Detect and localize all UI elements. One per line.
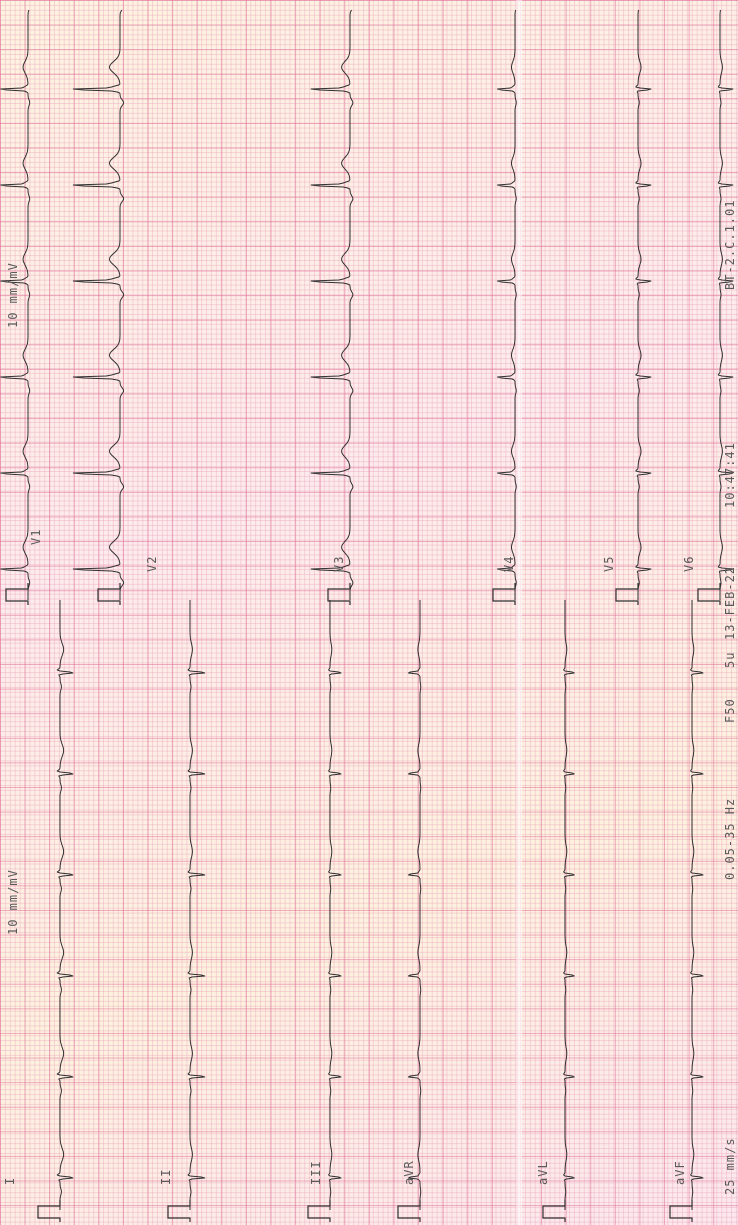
trace-i: [56, 600, 74, 1210]
lead-label-v5: V5: [602, 556, 616, 572]
lead-label-avr: aVR: [402, 1160, 416, 1185]
calibration-pulse-avf: [669, 1200, 693, 1222]
software-version-label: BT-2.C.1.01: [723, 200, 737, 290]
trace-avf: [690, 600, 704, 1210]
calibration-pulse-ii: [167, 1200, 191, 1222]
lead-label-v3: V3: [332, 556, 346, 572]
record-time-label: 10:47:41: [723, 442, 737, 508]
record-date-label: 13-FEB-22: [723, 566, 737, 640]
paper-fold-crease: [516, 0, 522, 1225]
lead-label-iii: III: [309, 1160, 323, 1185]
lead-label-v4: V4: [502, 556, 516, 572]
labels-layer: 10 mm/mV 10 mm/mV V1 V2 V3 V4 V5 V6 I II…: [3, 200, 737, 1195]
lead-label-i: I: [3, 1177, 17, 1185]
calibration-pulse-iii: [307, 1200, 331, 1222]
lead-label-v2: V2: [145, 556, 159, 572]
trace-avr: [408, 600, 422, 1210]
lead-label-avf: aVF: [673, 1160, 687, 1185]
lead-label-v6: V6: [682, 556, 696, 572]
calibration-pulse-avl: [542, 1200, 566, 1222]
trace-ii: [187, 600, 206, 1210]
calibration-pulse-v3: [327, 583, 351, 605]
trace-v5: [635, 9, 652, 600]
trace-v3: [310, 9, 354, 600]
mains-filter-label: F50: [723, 698, 737, 723]
calibration-pulse-v1: [5, 583, 29, 605]
calibration-pulse-v4: [492, 583, 516, 605]
lead-label-avl: aVL: [536, 1160, 550, 1185]
device-code-label: 5u: [723, 652, 737, 668]
calibration-pulse-v2: [97, 583, 121, 605]
trace-iii: [328, 600, 342, 1210]
calibration-pulse-v6: [697, 583, 721, 605]
calibration-pulse-avr: [397, 1200, 421, 1222]
paper-speed-label: 25 mm/s: [723, 1137, 737, 1195]
calibration-pulse-i: [37, 1200, 61, 1222]
filter-label: 0.05-35 Hz: [723, 798, 737, 880]
gain-label-limb: 10 mm/mV: [6, 869, 20, 935]
gain-label-chest: 10 mm/mV: [6, 262, 20, 328]
lead-label-v1: V1: [29, 529, 43, 545]
trace-v2: [72, 9, 125, 600]
trace-avl: [563, 600, 575, 1210]
trace-v1: [0, 9, 31, 600]
trace-v6: [717, 9, 734, 600]
lead-label-ii: II: [159, 1169, 173, 1185]
calibration-pulse-v5: [615, 583, 639, 605]
traces-layer: [0, 9, 734, 1222]
trace-v4: [497, 9, 517, 600]
